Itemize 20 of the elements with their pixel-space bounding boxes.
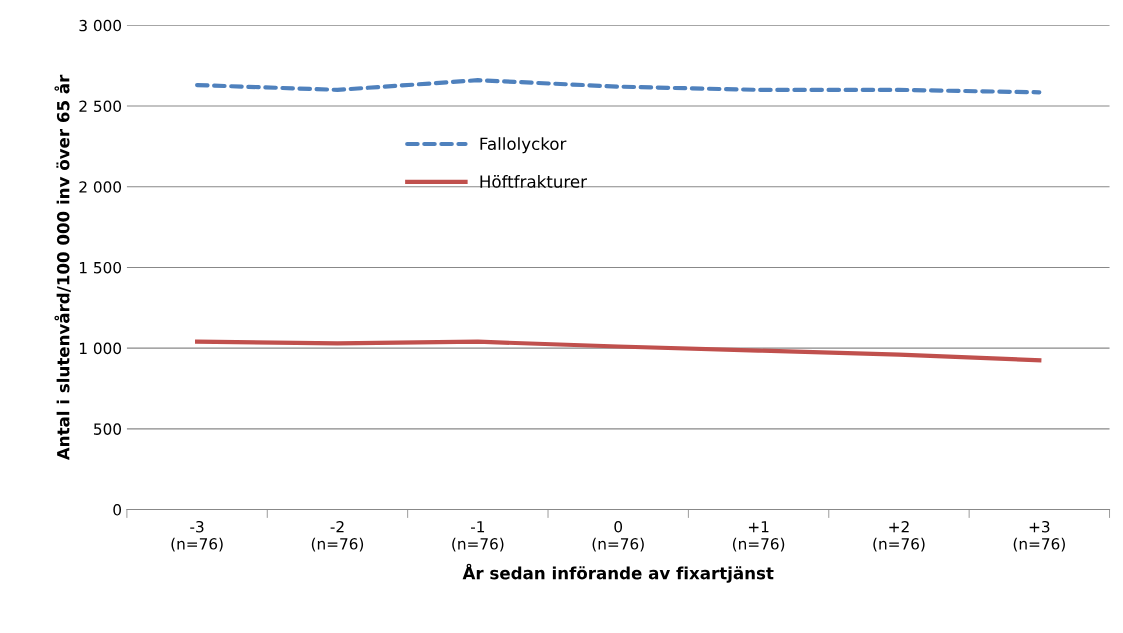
- line-series: [195, 78, 1042, 95]
- y-tick-label: 2 500: [79, 100, 122, 113]
- x-tick-label: -1 (n=76): [452, 521, 504, 552]
- x-tick-label: 0 (n=76): [592, 520, 644, 552]
- x-axis-title: År sedan införande av fixartjänst: [462, 563, 774, 583]
- y-tick-label: 2 000: [79, 181, 122, 193]
- x-tick-label: +3 (n=76): [1013, 520, 1065, 552]
- x-tick-label: +2 (n=76): [873, 520, 925, 552]
- y-tick-label: 3 000: [79, 19, 122, 32]
- x-tick-label: -3 (n=76): [171, 520, 223, 552]
- x-tick-label: -2 (n=76): [311, 520, 364, 552]
- legend-label: Höftfrakturer: [480, 174, 587, 188]
- y-tick-label: 500: [94, 423, 122, 435]
- y-tick-label: 0: [113, 504, 122, 516]
- y-axis-title: Antal i slutenvård/100 000 inv över 65 år: [54, 74, 71, 461]
- y-tick-label: 1 000: [79, 342, 122, 355]
- legend-label: Fallolyckor: [480, 137, 567, 154]
- y-tick-label: 1 500: [79, 261, 122, 274]
- line-series: [195, 339, 1042, 363]
- x-tick-label: +1 (n=76): [732, 521, 785, 552]
